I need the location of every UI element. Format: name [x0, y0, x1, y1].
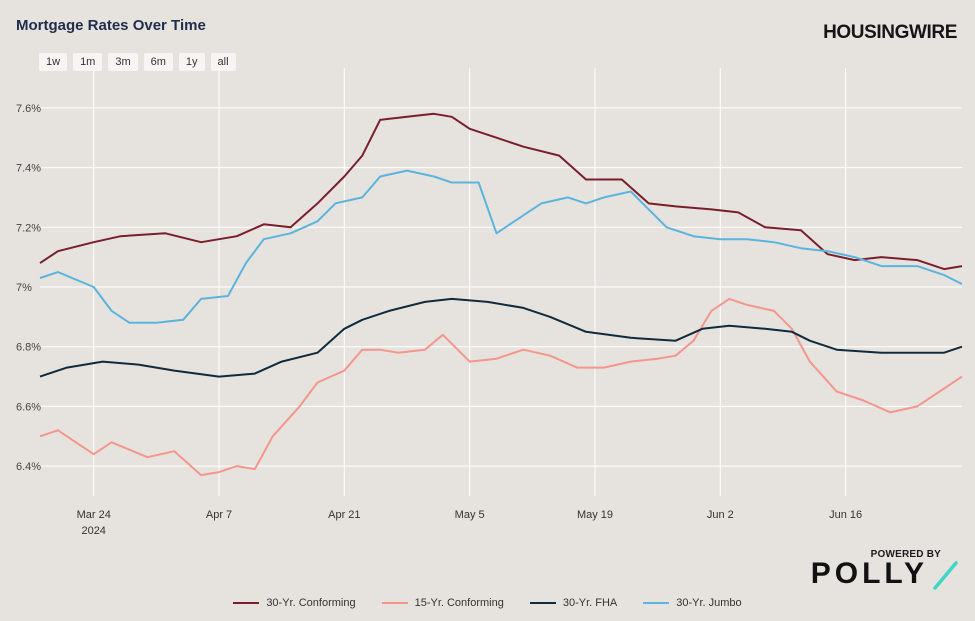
x-tick-label: Jun 2 — [707, 509, 734, 521]
range-button-all[interactable]: all — [210, 53, 236, 71]
legend-label: 30-Yr. Conforming — [266, 597, 356, 609]
range-button-1y[interactable]: 1y — [178, 53, 205, 71]
legend-item-15yr-conforming[interactable]: 15-Yr. Conforming — [381, 597, 504, 609]
chart-title: Mortgage Rates Over Time — [16, 17, 206, 34]
legend-swatch — [381, 602, 408, 604]
range-button-1m[interactable]: 1m — [73, 53, 103, 71]
y-axis: 6.4% 6.6% 6.8% 7% 7.2% 7.4% 7.6% — [16, 103, 41, 473]
range-button-6m[interactable]: 6m — [143, 53, 173, 71]
y-tick-label: 7.4% — [16, 163, 41, 175]
powered-by-label: POWERED BY — [870, 549, 941, 560]
y-tick-label: 7.2% — [16, 222, 41, 234]
x-tick-label: Apr 7 — [206, 509, 232, 521]
range-button-1w[interactable]: 1w — [39, 53, 68, 71]
series-line — [39, 112, 963, 271]
x-tick-label: Jun 16 — [829, 509, 862, 521]
polly-slash-icon — [933, 561, 958, 590]
legend-item-30yr-fha[interactable]: 30-Yr. FHA — [529, 597, 618, 609]
y-tick-label: 6.6% — [16, 401, 41, 413]
legend-label: 30-Yr. FHA — [562, 597, 618, 609]
legend-label: 15-Yr. Conforming — [414, 597, 504, 609]
y-tick-label: 7.6% — [16, 103, 41, 115]
x-tick-label: May 5 — [455, 509, 485, 521]
legend-label: 30-Yr. Jumbo — [676, 597, 742, 609]
x-tick-label: Mar 24 — [77, 509, 111, 521]
x-year-label: 2024 — [81, 525, 105, 537]
x-tick-label: Apr 21 — [328, 509, 360, 521]
y-tick-label: 6.4% — [16, 461, 41, 473]
range-button-3m[interactable]: 3m — [108, 53, 138, 71]
series-line — [39, 297, 963, 477]
legend-swatch — [529, 602, 556, 604]
chart-series — [39, 112, 963, 477]
legend-swatch — [643, 602, 670, 604]
x-axis: 2024 Mar 24 Apr 7 Apr 21 May 5 May 19 Jun 2 Ju… — [77, 509, 863, 537]
series-line — [39, 169, 963, 324]
legend-item-30yr-conforming[interactable]: 30-Yr. Conforming — [233, 597, 356, 609]
y-tick-label: 6.8% — [16, 342, 41, 354]
range-selector: 1w 1m 3m 6m 1y all — [39, 53, 236, 71]
x-tick-label: May 19 — [577, 509, 613, 521]
y-tick-label: 7% — [16, 282, 32, 294]
legend-item-30yr-jumbo[interactable]: 30-Yr. Jumbo — [643, 597, 742, 609]
series-line — [39, 297, 963, 378]
housingwire-logo: HOUSINGWIRE — [823, 22, 957, 43]
legend-swatch — [233, 602, 260, 604]
chart-grid — [40, 68, 962, 496]
chart-legend: 30-Yr. Conforming 15-Yr. Conforming 30-Y… — [0, 597, 975, 609]
polly-logo: POLLY — [810, 557, 928, 590]
